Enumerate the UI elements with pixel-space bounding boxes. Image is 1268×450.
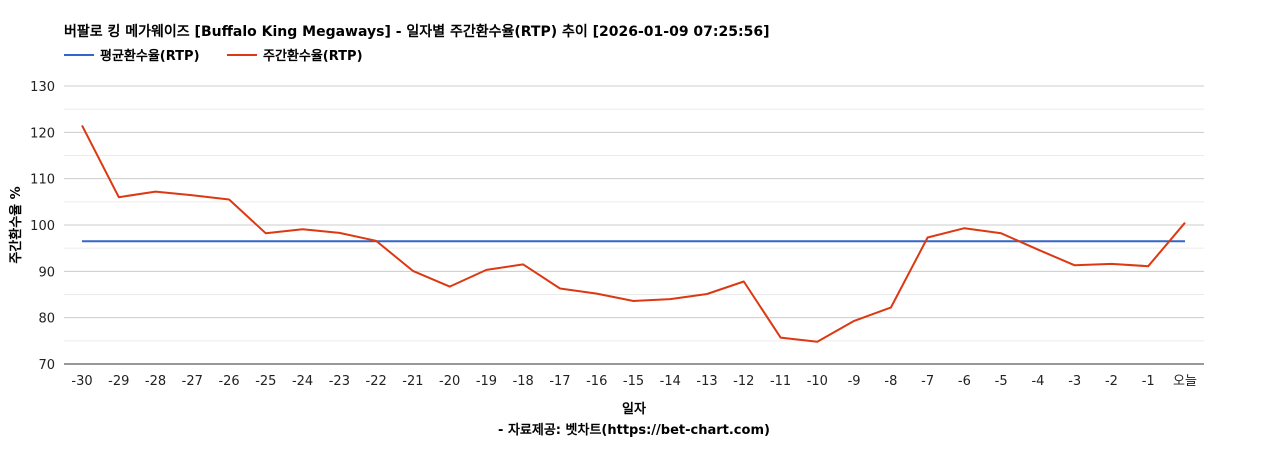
y-tick-label: 120: [30, 126, 55, 141]
x-tick-label: -22: [366, 374, 387, 389]
x-tick-label: -16: [586, 374, 607, 389]
y-tick-label: 80: [38, 312, 55, 327]
x-axis-ticks: -30 -29 -28 -27 -26 -25 -24 -23 -22 -21 -20 -19 -18-…: [71, 374, 1197, 389]
x-tick-label: -27: [182, 374, 203, 389]
y-axis-ticks: 70 80 90 100 110 120 130: [30, 80, 55, 373]
x-tick-label: -4: [1031, 374, 1044, 389]
x-tick-label: -2: [1105, 374, 1118, 389]
x-tick-label: -10: [807, 374, 828, 389]
source-credit: - 자료제공: 벳차트(https://bet-chart.com): [498, 422, 770, 438]
x-tick-label: -25: [255, 374, 276, 389]
x-tick-label: -26: [218, 374, 239, 389]
x-tick-label: -21: [402, 374, 423, 389]
series-1: [81, 124, 1186, 343]
x-tick-label: -17: [549, 374, 570, 389]
gridlines: [64, 85, 1204, 365]
x-tick-label: -14: [660, 374, 681, 389]
x-tick-label: -20: [439, 374, 460, 389]
y-tick-label: 90: [38, 265, 55, 280]
legend-label-weekly-rtp: 주간환수율(RTP): [263, 48, 363, 64]
legend: 평균환수율(RTP) 주간환수율(RTP): [64, 48, 363, 64]
x-tick-label: -6: [958, 374, 971, 389]
x-tick-label: -5: [995, 374, 1008, 389]
x-tick-label: -11: [770, 374, 791, 389]
legend-label-avg-rtp: 평균환수율(RTP): [100, 48, 200, 64]
x-tick-label: -19: [476, 374, 497, 389]
x-tick-label: -18: [513, 374, 534, 389]
x-tick-label: -13: [696, 374, 717, 389]
x-tick-label: -30: [71, 374, 92, 389]
x-tick-label: -24: [292, 374, 313, 389]
weekly-rtp-line: [81, 124, 1186, 343]
x-axis-label: 일자: [622, 402, 646, 417]
chart-title: 버팔로 킹 메가웨이즈 [Buffalo King Megaways] - 일자…: [64, 23, 769, 40]
x-tick-label: -8: [884, 374, 897, 389]
y-tick-label: 130: [30, 80, 55, 95]
x-tick-label: -1: [1142, 374, 1155, 389]
y-tick-label: 100: [30, 219, 55, 234]
y-axis-label: 주간환수율 %: [8, 186, 24, 263]
x-tick-label: -3: [1068, 374, 1081, 389]
x-tick-label: -29: [108, 374, 129, 389]
x-tick-label: -23: [329, 374, 350, 389]
y-tick-label: 70: [38, 358, 55, 373]
x-tick-label: -9: [848, 374, 861, 389]
x-tick-label: -7: [921, 374, 934, 389]
y-tick-label: 110: [30, 173, 55, 188]
x-tick-label: -15: [623, 374, 644, 389]
x-tick-label: -28: [145, 374, 166, 389]
series-lines: [81, 124, 1186, 343]
x-tick-label: -12: [733, 374, 754, 389]
x-tick-label: 오늘: [1173, 374, 1197, 389]
